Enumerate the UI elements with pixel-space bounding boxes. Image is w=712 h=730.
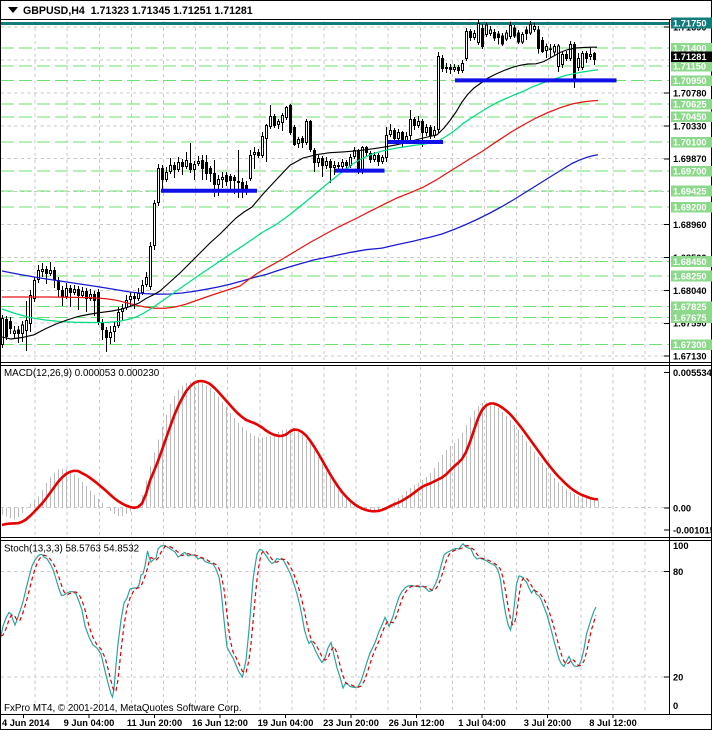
svg-text:1.67130: 1.67130 bbox=[673, 352, 707, 362]
svg-text:1 Jul 04:00: 1 Jul 04:00 bbox=[458, 718, 506, 728]
svg-text:1.71400: 1.71400 bbox=[673, 44, 707, 54]
svg-text:1.68040: 1.68040 bbox=[673, 286, 707, 296]
svg-text:100: 100 bbox=[673, 541, 689, 551]
svg-text:16 Jun 12:00: 16 Jun 12:00 bbox=[192, 718, 248, 728]
svg-text:4 Jun 2014: 4 Jun 2014 bbox=[2, 718, 50, 728]
svg-text:1.68250: 1.68250 bbox=[673, 271, 707, 281]
svg-text:8 Jul 12:00: 8 Jul 12:00 bbox=[589, 718, 637, 728]
svg-text:1.69870: 1.69870 bbox=[673, 154, 707, 164]
svg-text:1.70100: 1.70100 bbox=[673, 138, 707, 148]
svg-text:1.70330: 1.70330 bbox=[673, 121, 707, 131]
svg-text:GBPUSD,H4 1.71323 1.71345 1.7: GBPUSD,H4 1.71323 1.71345 1.71251 1.7128… bbox=[23, 5, 253, 17]
svg-text:23 Jun 20:00: 23 Jun 20:00 bbox=[323, 718, 379, 728]
svg-text:1.68450: 1.68450 bbox=[673, 257, 707, 267]
svg-text:1.70950: 1.70950 bbox=[673, 76, 707, 86]
svg-text:1.70625: 1.70625 bbox=[673, 100, 707, 110]
svg-text:1.71750: 1.71750 bbox=[673, 18, 707, 28]
svg-text:26 Jun 12:00: 26 Jun 12:00 bbox=[389, 718, 445, 728]
svg-text:0.00: 0.00 bbox=[673, 503, 691, 513]
svg-text:0.005534: 0.005534 bbox=[673, 368, 712, 378]
svg-text:1.71150: 1.71150 bbox=[673, 62, 706, 72]
svg-text:1.68960: 1.68960 bbox=[673, 220, 707, 230]
svg-text:1.71281: 1.71281 bbox=[673, 52, 707, 62]
svg-text:19 Jun 04:00: 19 Jun 04:00 bbox=[258, 718, 314, 728]
svg-text:1.67825: 1.67825 bbox=[673, 302, 707, 312]
svg-text:1.70450: 1.70450 bbox=[673, 112, 707, 122]
svg-text:20: 20 bbox=[673, 673, 683, 683]
svg-text:3 Jul 20:00: 3 Jul 20:00 bbox=[524, 718, 572, 728]
svg-text:1.67675: 1.67675 bbox=[673, 313, 707, 323]
svg-text:-0.001015: -0.001015 bbox=[673, 525, 712, 535]
svg-text:1.69200: 1.69200 bbox=[673, 203, 707, 213]
svg-text:Stoch(13,3,3) 58.5763 54.8532: Stoch(13,3,3) 58.5763 54.8532 bbox=[4, 544, 139, 555]
svg-text:1.69425: 1.69425 bbox=[673, 186, 707, 196]
svg-text:1.67590: 1.67590 bbox=[673, 319, 707, 329]
svg-text:MACD(12,26,9) 0.000053 0.00023: MACD(12,26,9) 0.000053 0.000230 bbox=[4, 368, 160, 379]
svg-text:80: 80 bbox=[673, 567, 683, 577]
svg-text:0: 0 bbox=[673, 701, 678, 711]
svg-text:1.69700: 1.69700 bbox=[673, 167, 707, 177]
svg-text:11 Jun 20:00: 11 Jun 20:00 bbox=[127, 718, 182, 728]
svg-text:1.67300: 1.67300 bbox=[673, 340, 707, 350]
svg-text:1.70780: 1.70780 bbox=[673, 88, 707, 98]
svg-text:FxPro MT4, © 2001-2014, MetaQu: FxPro MT4, © 2001-2014, MetaQuotes Softw… bbox=[4, 703, 242, 714]
svg-text:9 Jun 04:00: 9 Jun 04:00 bbox=[64, 718, 115, 728]
